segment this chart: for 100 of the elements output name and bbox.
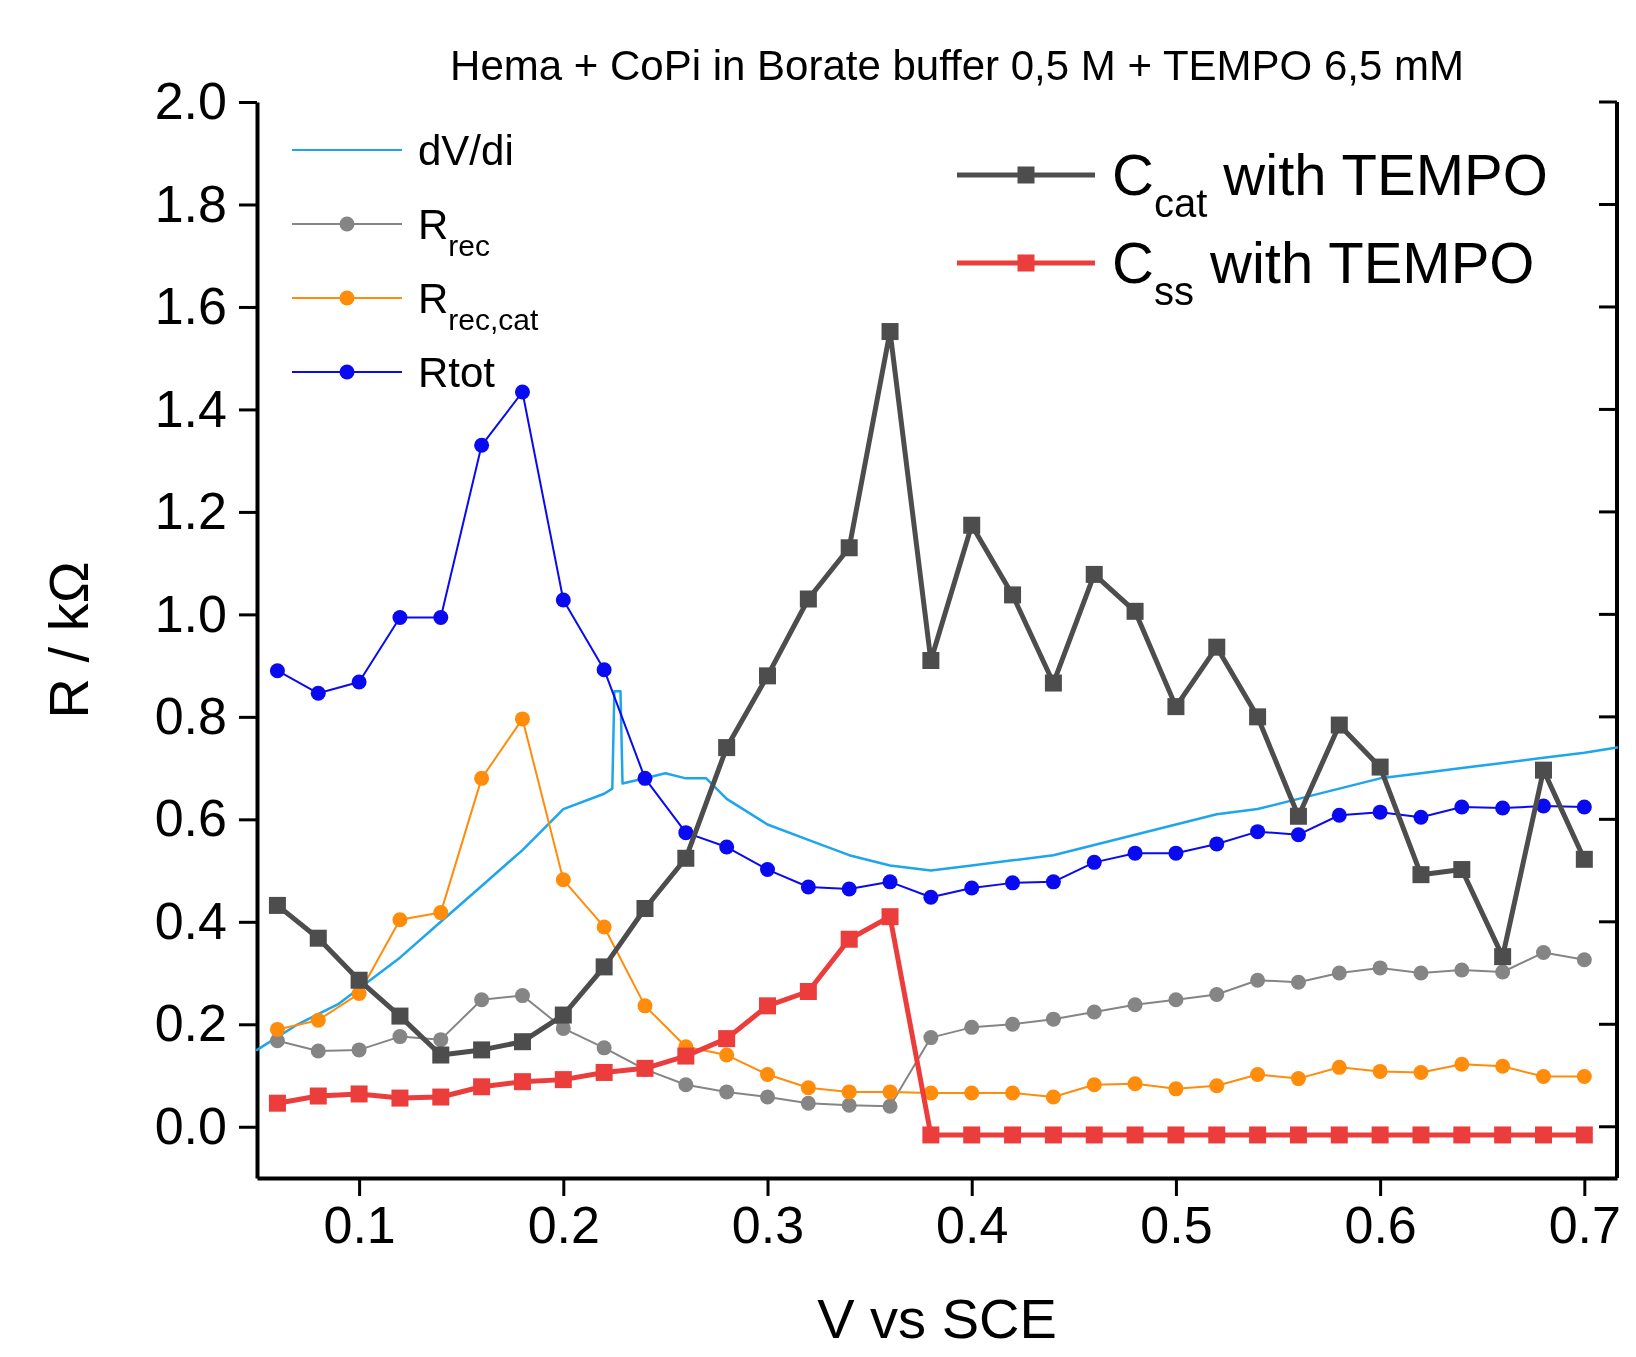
point xyxy=(1044,674,1062,692)
point xyxy=(310,1012,326,1028)
point xyxy=(554,1071,572,1089)
point xyxy=(555,592,571,608)
point xyxy=(391,1007,409,1025)
point xyxy=(719,1047,735,1063)
point xyxy=(474,770,490,786)
x-tick-label: 0.6 xyxy=(1344,1195,1417,1254)
point xyxy=(432,1088,450,1106)
point xyxy=(1575,1126,1593,1144)
point xyxy=(433,609,449,625)
point xyxy=(1576,952,1592,968)
point xyxy=(1290,827,1306,843)
point xyxy=(1250,1067,1266,1082)
point xyxy=(760,1089,776,1105)
point xyxy=(1208,1126,1226,1144)
y-tick-label: 0.8 xyxy=(154,687,227,745)
point xyxy=(1167,698,1185,716)
point xyxy=(799,590,817,608)
point xyxy=(882,874,898,890)
point xyxy=(841,881,857,897)
point xyxy=(1126,1126,1144,1144)
y-axis-title: R / kΩ xyxy=(37,561,100,719)
point xyxy=(800,1080,816,1096)
point xyxy=(514,988,530,1004)
point xyxy=(1086,1004,1102,1020)
point xyxy=(1372,804,1388,820)
legend-label: R$_{rec,cat}$ xyxy=(418,275,540,336)
point xyxy=(1535,1069,1551,1085)
point xyxy=(677,1047,695,1065)
point xyxy=(1086,854,1102,870)
point xyxy=(799,982,817,1000)
point xyxy=(1127,845,1143,861)
point xyxy=(1331,965,1347,981)
point xyxy=(677,849,695,867)
point xyxy=(1454,799,1470,815)
x-tick-label: 0.5 xyxy=(1140,1195,1213,1254)
point xyxy=(513,1073,531,1091)
point xyxy=(1534,1126,1552,1144)
point xyxy=(1209,1078,1225,1094)
point xyxy=(432,1046,450,1064)
point xyxy=(1494,1126,1512,1144)
point xyxy=(1454,1056,1470,1072)
point xyxy=(1085,1126,1103,1144)
point xyxy=(1005,875,1021,891)
point xyxy=(351,674,367,690)
point xyxy=(1575,850,1593,868)
point xyxy=(1249,1126,1267,1144)
point xyxy=(1085,565,1103,583)
point xyxy=(1330,716,1348,734)
legend-label: Rtot xyxy=(418,349,496,396)
point xyxy=(840,930,858,948)
point xyxy=(474,437,490,453)
point xyxy=(1413,965,1429,981)
point xyxy=(841,1097,857,1113)
point xyxy=(513,1033,531,1051)
point xyxy=(433,905,449,921)
x-tick-label: 0.4 xyxy=(936,1195,1009,1254)
point xyxy=(350,971,368,989)
point xyxy=(1127,997,1143,1013)
point xyxy=(963,516,981,534)
point xyxy=(923,1030,939,1046)
point xyxy=(1330,1126,1348,1144)
x-tick-label: 0.2 xyxy=(527,1195,600,1254)
point xyxy=(473,1041,491,1059)
point xyxy=(1250,972,1266,988)
point xyxy=(1576,799,1592,815)
point xyxy=(596,1040,612,1056)
point xyxy=(310,685,326,701)
point xyxy=(1209,836,1225,852)
point xyxy=(1168,845,1184,861)
legend-label: C$_{ss}$ with TEMPO xyxy=(1112,230,1535,313)
point xyxy=(554,1006,572,1024)
point xyxy=(1126,602,1144,620)
point xyxy=(964,1085,980,1101)
point xyxy=(1331,807,1347,823)
point xyxy=(1413,809,1429,825)
point xyxy=(474,992,490,1008)
point xyxy=(1208,638,1226,656)
point xyxy=(1495,964,1511,980)
point xyxy=(1412,1126,1430,1144)
y-tick-label: 1.6 xyxy=(154,277,227,336)
point xyxy=(1168,1081,1184,1097)
point xyxy=(595,1063,613,1081)
point xyxy=(1454,962,1470,978)
legend-label: R$_{rec}$ xyxy=(418,201,491,262)
point xyxy=(881,908,899,926)
point xyxy=(678,1077,694,1093)
point xyxy=(922,1126,940,1144)
point xyxy=(1576,1069,1592,1085)
point xyxy=(309,929,327,947)
point xyxy=(350,1085,368,1103)
point xyxy=(595,958,613,976)
point xyxy=(473,1078,491,1096)
point xyxy=(636,899,654,917)
point xyxy=(637,770,653,786)
legend-label: dV/di xyxy=(418,127,514,174)
y-tick-label: 1.0 xyxy=(154,584,227,643)
point xyxy=(391,1089,409,1107)
point xyxy=(392,912,408,928)
